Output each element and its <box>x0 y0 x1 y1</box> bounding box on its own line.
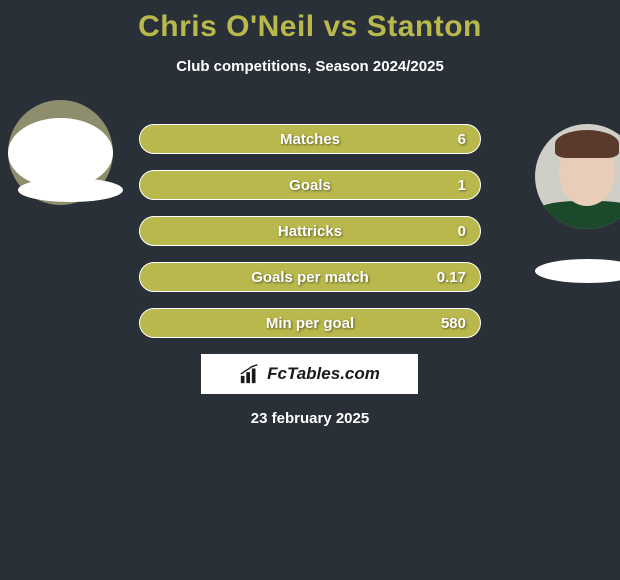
comparison-title: Chris O'Neil vs Stanton <box>0 0 620 44</box>
stat-row-hattricks: Hattricks 0 <box>139 216 481 246</box>
player2-team-badge <box>535 259 620 283</box>
stat-label: Hattricks <box>278 223 342 240</box>
stats-container: Matches 6 Goals 1 Hattricks 0 Goals per … <box>139 124 481 354</box>
date-text: 23 february 2025 <box>0 410 620 427</box>
stat-right-value: 580 <box>441 315 466 332</box>
subtitle: Club competitions, Season 2024/2025 <box>0 58 620 75</box>
avatar-shirt <box>535 201 620 229</box>
logo-text: FcTables.com <box>267 364 380 384</box>
stat-row-matches: Matches 6 <box>139 124 481 154</box>
stat-label: Goals per match <box>251 269 369 286</box>
stat-row-min-per-goal: Min per goal 580 <box>139 308 481 338</box>
stat-right-value: 0.17 <box>437 269 466 286</box>
bar-chart-icon <box>239 363 261 385</box>
stat-label: Min per goal <box>266 315 354 332</box>
stat-row-goals: Goals 1 <box>139 170 481 200</box>
player2-name: Stanton <box>367 10 482 43</box>
stat-right-value: 0 <box>458 223 466 240</box>
vs-separator: vs <box>323 10 357 43</box>
player1-name: Chris O'Neil <box>138 10 315 43</box>
fctables-logo[interactable]: FcTables.com <box>201 354 418 394</box>
stat-right-value: 1 <box>458 177 466 194</box>
stat-row-goals-per-match: Goals per match 0.17 <box>139 262 481 292</box>
stat-label: Goals <box>289 177 331 194</box>
player1-team-badge <box>18 178 123 202</box>
player1-avatar-placeholder <box>8 118 113 188</box>
stat-right-value: 6 <box>458 131 466 148</box>
player2-avatar <box>535 124 620 229</box>
avatar-hair <box>555 130 619 158</box>
stat-label: Matches <box>280 131 340 148</box>
